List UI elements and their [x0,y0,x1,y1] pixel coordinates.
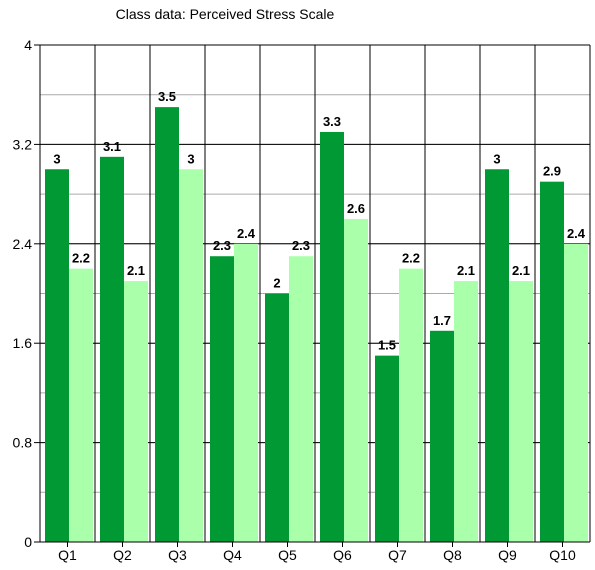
x-tick-label: Q2 [113,547,132,563]
bar-series-1 [100,156,124,542]
data-label: 3.1 [103,139,121,154]
y-tick-label: 0.8 [13,435,33,451]
bar-series-1 [155,107,179,542]
data-label: 3 [493,151,500,166]
bar-series-1 [265,293,289,542]
y-tick-label: 1.6 [13,335,33,351]
data-label: 3 [187,151,194,166]
data-label: 2.1 [127,263,145,278]
bar-series-2 [509,281,533,542]
x-tick-label: Q3 [168,547,187,563]
bar-series-2 [69,268,93,542]
bar-series-2 [399,268,423,542]
data-label: 3.3 [323,114,341,129]
data-label: 2.6 [347,201,365,216]
data-label: 1.5 [378,338,396,353]
x-tick-label: Q4 [223,547,242,563]
data-label: 3.5 [158,89,176,104]
data-label: 2 [273,276,280,291]
bar-series-1 [430,330,454,542]
bar-series-2 [124,281,148,542]
data-label: 2.1 [457,263,475,278]
bar-series-2 [344,218,368,542]
data-label: 1.7 [433,313,451,328]
data-label: 2.4 [567,226,586,241]
x-tick-label: Q7 [388,547,407,563]
data-label: 2.9 [543,164,561,179]
chart-title: Class data: Perceived Stress Scale [115,6,335,22]
data-label: 2.3 [292,238,310,253]
bar-series-1 [210,256,234,542]
data-label: 2.2 [72,251,90,266]
x-tick-label: Q9 [498,547,517,563]
data-label: 2.3 [213,238,231,253]
bar-series-2 [564,243,588,543]
bar-series-2 [234,243,258,543]
y-tick-label: 2.4 [13,236,33,252]
bar-series-1 [320,131,344,542]
data-label: 2.4 [237,226,256,241]
bar-series-2 [454,281,478,542]
bar-series-1 [375,355,399,542]
bar-series-1 [540,181,564,543]
y-tick-label: 4 [24,37,32,53]
x-tick-label: Q6 [333,547,352,563]
y-tick-label: 0 [24,534,32,550]
data-label: 3 [53,151,60,166]
y-tick-label: 3.2 [13,136,33,152]
x-tick-label: Q10 [549,547,576,563]
x-tick-label: Q1 [58,547,77,563]
data-label: 2.2 [402,251,420,266]
bar-series-2 [179,169,203,542]
x-tick-label: Q5 [278,547,297,563]
bar-series-2 [289,256,313,542]
data-label: 2.1 [512,263,530,278]
bar-series-1 [45,169,69,542]
x-tick-label: Q8 [443,547,462,563]
bar-series-1 [485,169,509,542]
